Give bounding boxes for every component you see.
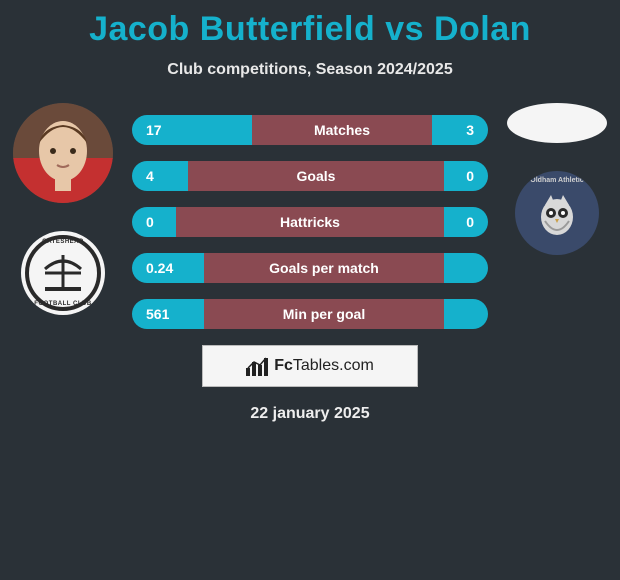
left-club-name-top: GATESHEAD [21, 239, 105, 245]
stat-label: Min per goal [204, 299, 444, 329]
left-player-column: GATESHEAD FOOTBALL CLUB [8, 103, 118, 315]
stat-right-value: 3 [432, 115, 488, 145]
stat-row: 0Hattricks0 [132, 207, 488, 237]
left-player-photo [13, 103, 113, 203]
stat-right-value [444, 253, 488, 283]
bars-icon [246, 356, 268, 376]
stat-left-value: 17 [132, 115, 252, 145]
stat-right-value: 0 [444, 207, 488, 237]
stat-left-value: 561 [132, 299, 204, 329]
left-club-crest: GATESHEAD FOOTBALL CLUB [21, 231, 105, 315]
stat-left-value: 0.24 [132, 253, 204, 283]
brand-text: FcTables.com [274, 357, 374, 375]
stat-row: 4Goals0 [132, 161, 488, 191]
brand-badge: FcTables.com [202, 345, 418, 387]
stat-label: Goals per match [204, 253, 444, 283]
stat-row: 561Min per goal [132, 299, 488, 329]
right-club-name: Oldham Athletic [515, 177, 599, 184]
owl-icon [531, 187, 583, 239]
comparison-panel: GATESHEAD FOOTBALL CLUB Oldham Athletic [0, 103, 620, 423]
stat-label: Matches [252, 115, 432, 145]
stat-left-value: 4 [132, 161, 188, 191]
stat-label: Goals [188, 161, 444, 191]
right-club-crest: Oldham Athletic [515, 171, 599, 255]
subtitle: Club competitions, Season 2024/2025 [0, 61, 620, 79]
stats-table: 17Matches34Goals00Hattricks00.24Goals pe… [132, 103, 488, 329]
stat-right-value: 0 [444, 161, 488, 191]
right-player-column: Oldham Athletic [502, 103, 612, 255]
stat-left-value: 0 [132, 207, 176, 237]
date-label: 22 january 2025 [8, 405, 612, 423]
page-title: Jacob Butterfield vs Dolan [0, 0, 620, 49]
right-player-photo-placeholder [507, 103, 607, 143]
stat-right-value [444, 299, 488, 329]
stat-label: Hattricks [176, 207, 444, 237]
left-club-name-bottom: FOOTBALL CLUB [21, 301, 105, 307]
stat-row: 0.24Goals per match [132, 253, 488, 283]
stat-row: 17Matches3 [132, 115, 488, 145]
angel-icon [39, 249, 87, 297]
player-face-icon [13, 103, 113, 203]
